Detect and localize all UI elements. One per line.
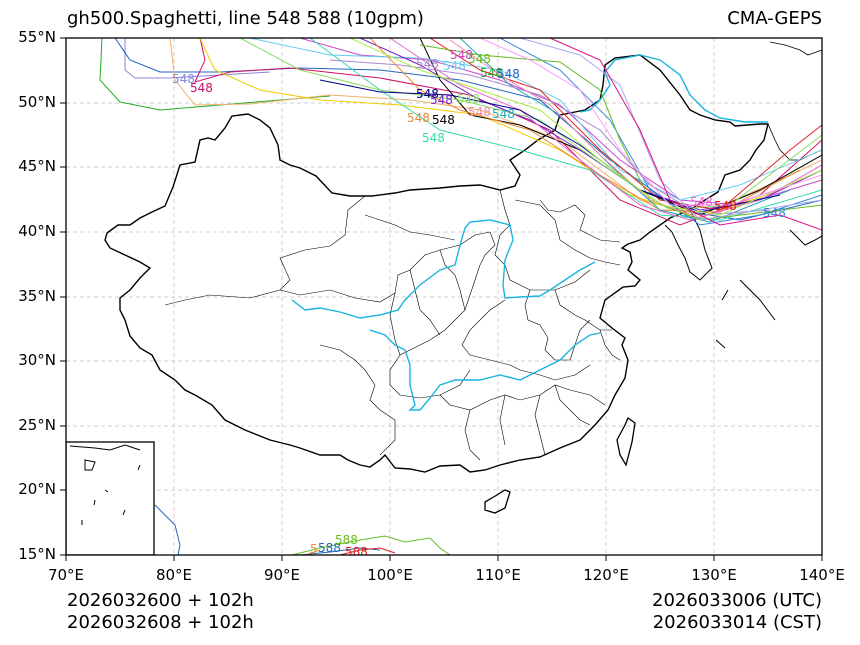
svg-text:548: 548	[714, 199, 737, 213]
china-border	[104, 54, 769, 473]
korea-coast	[664, 209, 713, 281]
init-time-utc: 2026032600 + 102h	[67, 590, 254, 611]
lon-label-100e: 100°E	[367, 566, 413, 584]
graticule	[66, 38, 822, 555]
svg-text:548: 548	[430, 93, 453, 107]
init-time-cst: 2026032608 + 102h	[67, 612, 254, 633]
init-time-block: 2026032600 + 102h 2026032608 + 102h	[67, 590, 254, 634]
svg-text:588: 588	[335, 533, 358, 547]
svg-text:548: 548	[443, 59, 466, 73]
svg-text:548: 548	[172, 72, 195, 86]
axis-ticks	[60, 37, 823, 561]
valid-time-cst: 2026033014 (CST)	[652, 612, 822, 633]
svg-text:548: 548	[480, 66, 503, 80]
svg-text:548: 548	[763, 206, 786, 220]
svg-text:548: 548	[690, 195, 713, 209]
lat-label-20n: 20°N	[18, 480, 56, 498]
lon-label-70e: 70°E	[47, 566, 85, 584]
model-source: CMA-GEPS	[727, 8, 822, 29]
svg-text:588: 588	[345, 545, 368, 559]
lat-label-35n: 35°N	[18, 287, 56, 305]
lon-label-120e: 120°E	[583, 566, 629, 584]
svg-text:548: 548	[416, 87, 439, 101]
svg-text:548: 548	[457, 92, 480, 106]
valid-time-utc: 2026033006 (UTC)	[652, 590, 822, 611]
chart-title: gh500.Spaghetti, line 548 588 (10gpm)	[67, 8, 424, 29]
svg-text:548: 548	[492, 107, 515, 121]
hainan-island	[484, 489, 511, 514]
svg-text:548: 548	[407, 111, 430, 125]
svg-text:548: 548	[468, 52, 491, 66]
svg-text:548: 548	[432, 113, 455, 127]
valid-time-block: 2026033006 (UTC) 2026033014 (CST)	[652, 590, 822, 634]
lat-label-40n: 40°N	[18, 222, 56, 240]
svg-text:548: 548	[190, 81, 213, 95]
svg-text:548: 548	[416, 57, 439, 71]
contour-548-lines	[99, 38, 822, 231]
lat-label-30n: 30°N	[18, 351, 56, 369]
lat-label-25n: 25°N	[18, 416, 56, 434]
lat-label-50n: 50°N	[18, 93, 56, 111]
lon-label-130e: 130°E	[691, 566, 737, 584]
south-china-sea-inset	[66, 441, 155, 555]
lat-label-55n: 55°N	[18, 28, 56, 46]
russia-coast	[767, 41, 822, 161]
svg-text:548: 548	[422, 131, 445, 145]
japan-coast	[715, 229, 822, 349]
lat-label-15n: 15°N	[18, 545, 56, 563]
lon-label-140e: 140°E	[799, 566, 845, 584]
lon-label-80e: 80°E	[155, 566, 193, 584]
lat-label-45n: 45°N	[18, 157, 56, 175]
rivers	[291, 54, 768, 411]
contour-588-lines	[154, 504, 451, 555]
svg-text:548: 548	[497, 67, 520, 81]
province-boundaries	[164, 189, 621, 461]
svg-text:5: 5	[310, 542, 318, 556]
lon-label-110e: 110°E	[475, 566, 521, 584]
contour-labels: 548 548 548 548 548 548 548 548 548 548 …	[172, 48, 786, 559]
lon-label-90e: 90°E	[263, 566, 301, 584]
svg-text:548: 548	[450, 48, 473, 62]
svg-text:588: 588	[318, 541, 341, 555]
taiwan-island	[616, 417, 636, 467]
svg-text:548: 548	[468, 105, 491, 119]
